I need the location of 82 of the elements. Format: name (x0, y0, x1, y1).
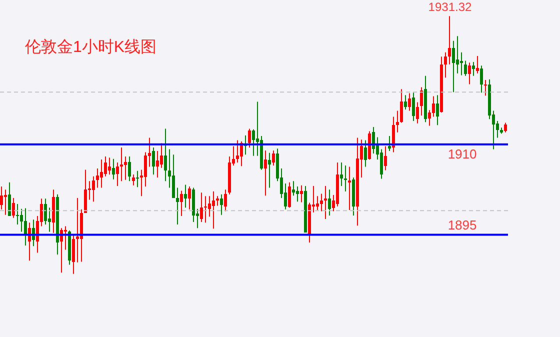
candlestick (128, 156, 131, 182)
candlestick (400, 88, 403, 124)
candlestick (504, 122, 507, 133)
candlestick (12, 197, 15, 218)
candlestick (236, 140, 239, 163)
candlestick (444, 52, 447, 78)
candlestick (384, 146, 387, 171)
candlestick (8, 182, 11, 217)
candlestick (348, 166, 351, 211)
candlestick (116, 162, 119, 186)
candlestick (328, 189, 331, 216)
candlestick (184, 184, 187, 208)
candlestick (160, 142, 163, 168)
candlestick (176, 187, 179, 225)
candlestick (340, 162, 343, 186)
candlestick (292, 180, 295, 196)
candlestick (288, 182, 291, 208)
candlestick (316, 196, 319, 211)
candlestick (164, 128, 167, 182)
text: 伦敦金1小时K线图 (25, 38, 157, 56)
candlestick (48, 207, 51, 232)
candlestick (432, 96, 435, 118)
candlestick (412, 92, 415, 122)
candlestick (0, 186, 3, 210)
candlestick (252, 128, 255, 156)
candlestick (420, 86, 423, 116)
candlestick (92, 176, 95, 202)
candlestick (416, 102, 419, 124)
candlestick (268, 152, 271, 188)
candlestick (44, 198, 47, 225)
candlestick (344, 164, 347, 192)
candlestick (204, 196, 207, 224)
candlestick (320, 193, 323, 212)
candlestick (468, 62, 471, 85)
candlestick (104, 156, 107, 177)
candlestick (108, 157, 111, 176)
candlestick (84, 169, 87, 214)
ref-line-label: 1895 (448, 218, 477, 233)
candlestick (124, 156, 127, 180)
candlestick (324, 185, 327, 220)
candlestick (220, 194, 223, 216)
candlestick (480, 65, 483, 94)
candlestick (112, 158, 115, 180)
candlestick (476, 55, 479, 74)
candlestick (396, 110, 399, 133)
candlestick (216, 196, 219, 206)
annotation: 1931.32 (428, 0, 472, 14)
candlestick (248, 128, 251, 148)
candlestick (300, 184, 303, 203)
candlestick (152, 146, 155, 176)
candlestick (408, 92, 411, 112)
candlestick (200, 192, 203, 223)
candlestick (180, 190, 183, 217)
candlestick (212, 190, 215, 230)
candlestick (132, 174, 135, 186)
candlestick (224, 189, 227, 212)
ref-line-label: 1910 (448, 146, 477, 162)
candlestick (296, 186, 299, 202)
candlestick (20, 208, 23, 232)
candlestick (436, 94, 439, 126)
candlestick (380, 148, 383, 180)
candlestick (76, 197, 79, 263)
candlestick (448, 16, 451, 65)
candlestick (208, 196, 211, 218)
candlestick (472, 61, 475, 76)
candlestick (404, 94, 407, 110)
candlestick (156, 150, 159, 178)
candlestick (392, 116, 395, 153)
candlestick (456, 36, 459, 74)
candlestick (364, 140, 367, 168)
candlestick (72, 234, 75, 274)
candlestick (4, 189, 7, 216)
candlestick (452, 40, 455, 93)
candlestick (144, 152, 147, 188)
candlestick (188, 186, 191, 210)
candlestick (464, 60, 467, 76)
candlestick (272, 150, 275, 166)
candlestick (264, 150, 267, 196)
candlestick (172, 154, 175, 198)
candlestick (96, 168, 99, 188)
candlestick (100, 158, 103, 188)
candlestick (388, 136, 391, 152)
